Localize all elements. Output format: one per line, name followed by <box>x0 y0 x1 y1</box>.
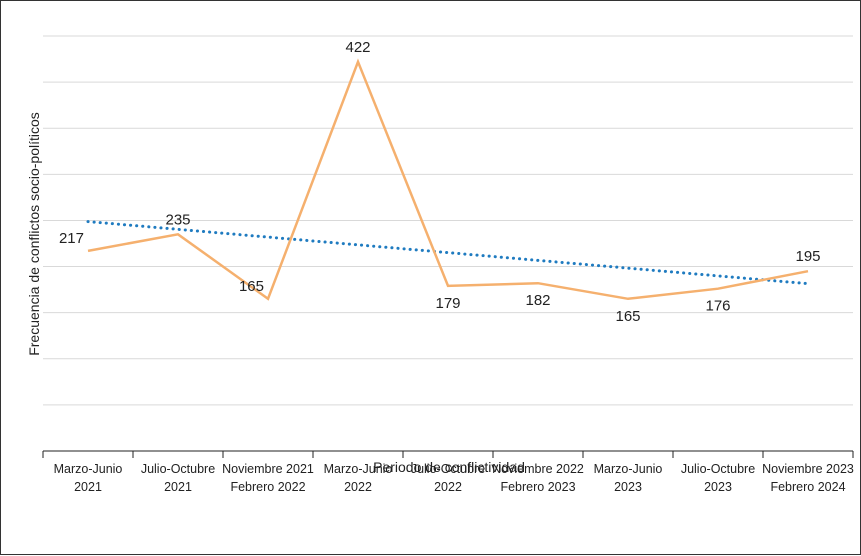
data-label: 195 <box>795 248 820 265</box>
x-tick-label: Julio-Octubre 2023 <box>681 462 755 494</box>
series-group <box>87 58 809 301</box>
x-tick-label: Marzo-Junio 2023 <box>594 462 663 494</box>
data-label: 422 <box>345 39 370 56</box>
trendline-group <box>86 220 810 286</box>
data-label: 235 <box>165 211 190 228</box>
data-labels: 217 235 165 422 179 182 165 176 195 <box>59 39 821 325</box>
data-label: 217 <box>59 230 84 247</box>
x-tick-label: Noviembre 2023 Febrero 2024 <box>762 462 854 494</box>
gridlines <box>43 35 853 406</box>
x-axis <box>42 450 854 458</box>
data-label: 182 <box>525 292 550 309</box>
x-tick-label: Noviembre 2022 Febrero 2023 <box>492 462 584 494</box>
x-axis-title: Periodo de conflictividad <box>373 459 525 475</box>
data-label: 165 <box>615 308 640 325</box>
x-tick-label: Marzo-Junio 2022 <box>324 462 393 494</box>
data-label: 179 <box>435 295 460 312</box>
data-label: 176 <box>705 298 730 315</box>
x-tick-label: Noviembre 2021 Febrero 2022 <box>222 462 314 494</box>
x-tick-label: Marzo-Junio 2021 <box>54 462 123 494</box>
trendline <box>86 220 810 286</box>
data-label: 165 <box>239 278 264 295</box>
x-tick-label: Julio-Octubre 2021 <box>141 462 215 494</box>
x-tick-label: Julio-Octubre 2022 <box>411 462 485 494</box>
y-axis-title: Frecuencia de conflictos socio-políticos <box>26 112 42 356</box>
series-line <box>87 58 809 301</box>
